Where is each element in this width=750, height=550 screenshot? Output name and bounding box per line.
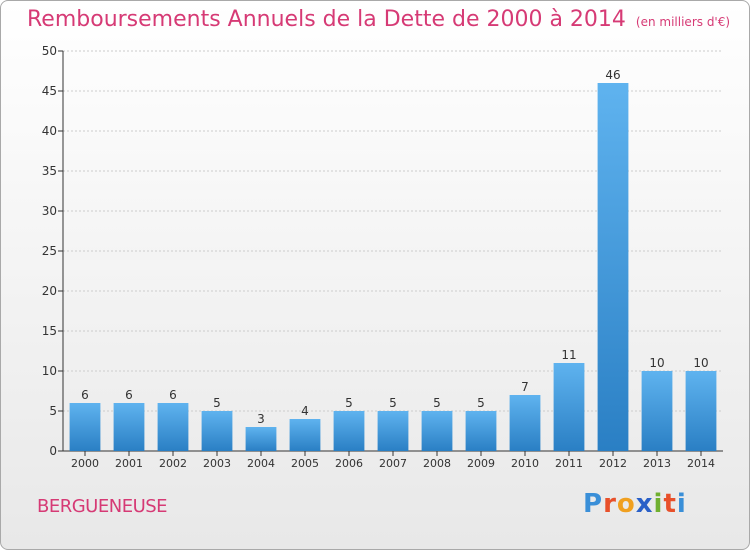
y-tick-label: 5 [49,404,57,418]
bar-value-label: 5 [477,396,485,410]
x-tick-label: 2007 [379,457,407,470]
commune-name: BERGUENEUSE [37,496,168,517]
y-tick-label: 45 [42,84,57,98]
logo-letter: P [583,489,604,519]
logo-letter: i [676,489,687,519]
y-tick-labels: 0 5 10 15 20 25 30 35 40 45 50 [42,44,63,458]
logo-letter: r [603,489,617,519]
x-tick-label: 2002 [159,457,187,470]
bar-value-label: 3 [257,412,265,426]
chart-title: Remboursements Annuels de la Dette de 20… [27,7,730,32]
bar-value-label: 4 [301,404,309,418]
bar-value-label: 5 [433,396,441,410]
logo-letter: i [653,489,664,519]
y-tick-label: 0 [49,444,57,458]
bar-value-label: 6 [125,388,133,402]
bar [157,403,189,451]
bar-value-label: 10 [693,356,708,370]
bar [465,411,497,451]
y-tick-label: 15 [42,324,57,338]
logo-letter: o [616,489,636,519]
x-tick-label: 2005 [291,457,319,470]
bar [113,403,145,451]
bar [201,411,233,451]
y-tick-label: 35 [42,164,57,178]
x-tick-label: 2014 [687,457,715,470]
logo-letter: t [663,489,677,519]
x-tick-label: 2003 [203,457,231,470]
bar-value-label: 7 [521,380,529,394]
y-tick-label: 50 [42,44,57,58]
logo-letter: x [635,489,654,519]
bar-value-label: 6 [81,388,89,402]
y-tick-label: 10 [42,364,57,378]
x-tick-label: 2012 [599,457,627,470]
x-tick-label: 2004 [247,457,275,470]
bar-value-label: 5 [389,396,397,410]
bar-value-label: 46 [605,68,620,82]
bar [289,419,321,451]
bar [333,411,365,451]
y-tick-label: 20 [42,284,57,298]
x-tick-labels: 2000 2001 2002 2003 2004 2005 2006 2007 2008 2009… [71,451,715,470]
bar [377,411,409,451]
x-tick-label: 2000 [71,457,99,470]
bar-value-label: 11 [561,348,576,362]
bar [509,395,541,451]
bar-value-label: 5 [345,396,353,410]
x-tick-label: 2006 [335,457,363,470]
x-tick-label: 2001 [115,457,143,470]
y-tick-label: 30 [42,204,57,218]
bar [641,371,673,451]
bar [553,363,585,451]
bar [597,83,629,451]
bar-value-label: 5 [213,396,221,410]
chart-title-text: Remboursements Annuels de la Dette de 20… [27,7,626,32]
bar-value-label: 10 [649,356,664,370]
bar [685,371,717,451]
y-tick-label: 40 [42,124,57,138]
bar [69,403,101,451]
y-tick-label: 25 [42,244,57,258]
bars [69,83,717,451]
bar [421,411,453,451]
bar [245,427,277,451]
proxiti-logo: Proxiti [583,489,687,519]
x-tick-label: 2013 [643,457,671,470]
x-tick-label: 2010 [511,457,539,470]
x-tick-label: 2008 [423,457,451,470]
x-tick-label: 2009 [467,457,495,470]
chart-unit-label: (en milliers d'€) [635,15,731,29]
x-tick-label: 2011 [555,457,583,470]
data-labels: 6 6 6 5 3 4 5 5 5 5 7 11 46 10 10 [81,68,708,426]
bar-value-label: 6 [169,388,177,402]
